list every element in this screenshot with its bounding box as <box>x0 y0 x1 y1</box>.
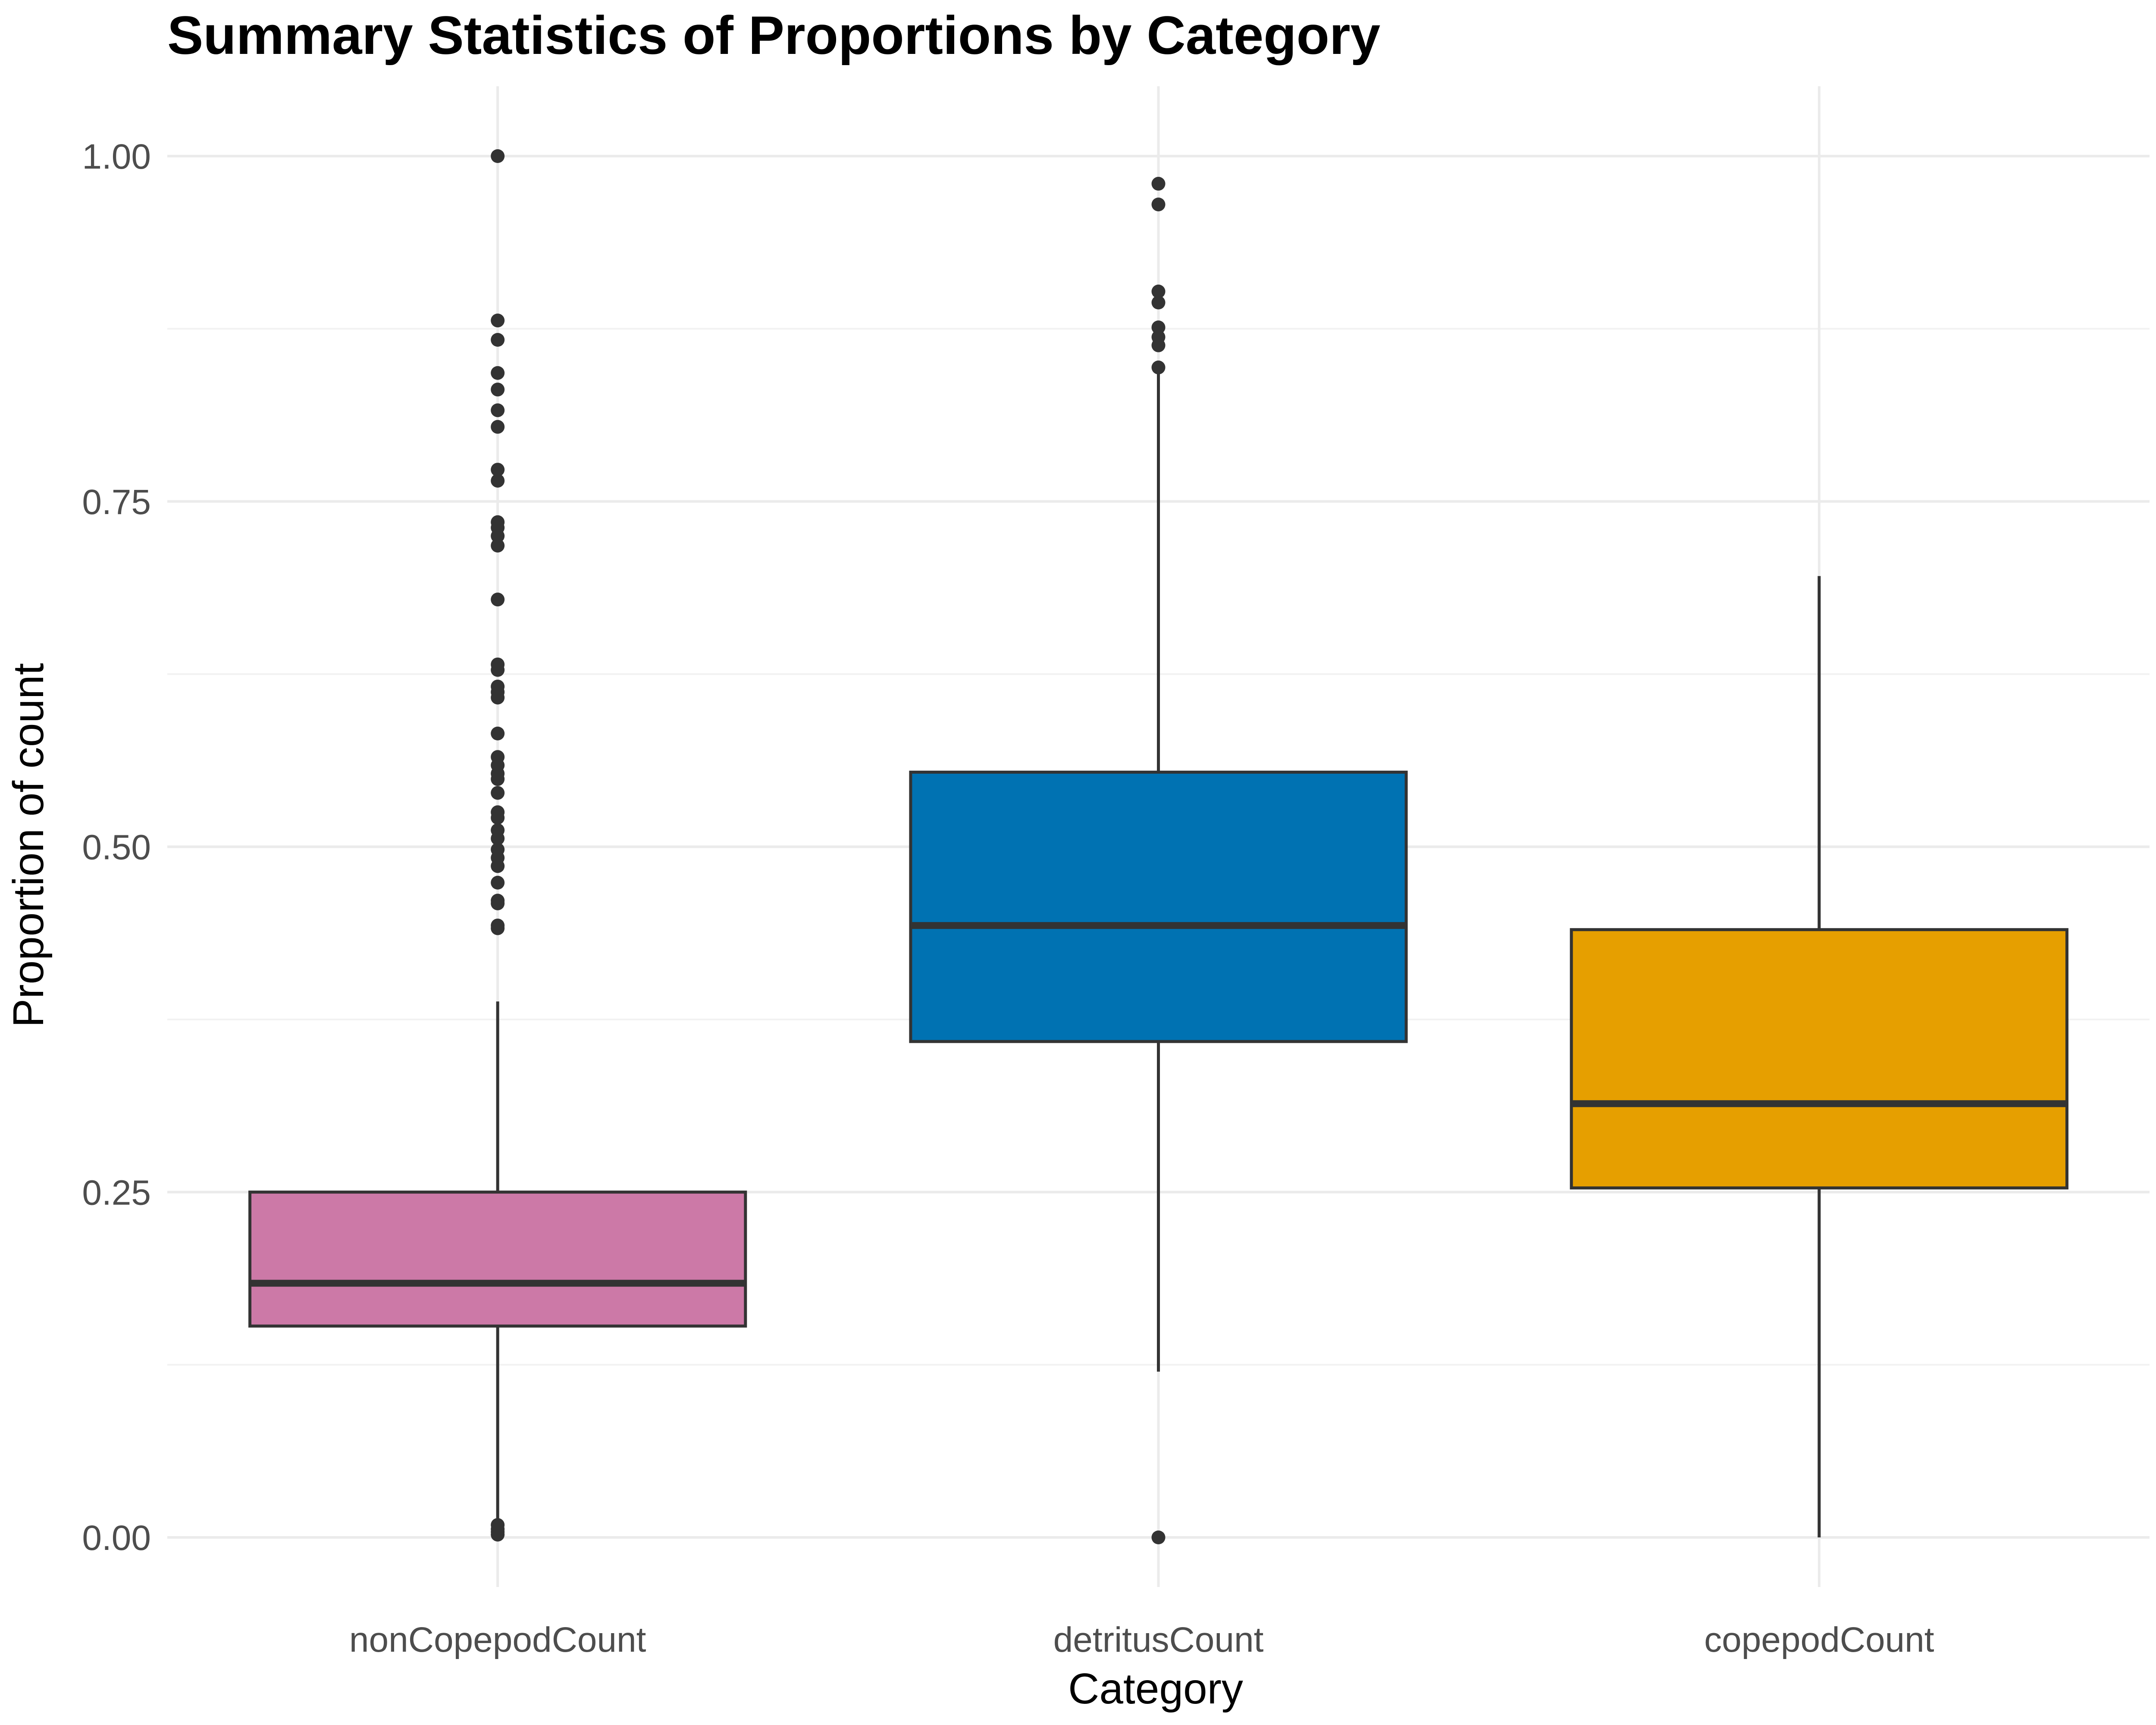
outlier-point <box>1151 1531 1166 1544</box>
outlier-point <box>1151 338 1166 352</box>
chart-title: Summary Statistics of Proportions by Cat… <box>167 6 1380 66</box>
outlier-point <box>491 859 505 873</box>
outlier-point <box>1151 361 1166 375</box>
outlier-point <box>491 1527 505 1542</box>
x-axis-title: Category <box>1068 1665 1243 1713</box>
outlier-point <box>491 875 505 890</box>
outlier-point <box>491 786 505 800</box>
outlier-point <box>491 474 505 488</box>
y-axis-ticks: 0.00 0.25 0.50 0.75 1.00 <box>82 137 151 1558</box>
outlier-point <box>491 314 505 328</box>
outlier-point <box>491 529 505 543</box>
y-tick-label: 0.75 <box>82 483 151 522</box>
outlier-point <box>1151 198 1166 212</box>
iqr-box <box>1570 928 2068 1190</box>
outlier-point <box>1151 295 1166 310</box>
y-tick-label: 0.25 <box>82 1173 151 1212</box>
outlier-point <box>491 690 505 705</box>
box-copepodCount <box>1570 576 2068 1537</box>
outlier-point <box>491 403 505 417</box>
x-axis-ticks: nonCopepodCount detritusCount copepodCount <box>349 1620 1934 1659</box>
outlier-point <box>1151 284 1166 298</box>
x-tick-label: nonCopepodCount <box>349 1620 646 1659</box>
x-tick-label: detritusCount <box>1053 1620 1264 1659</box>
outlier-point <box>491 831 505 846</box>
outlier-point <box>491 366 505 380</box>
y-axis-title: Proportion of count <box>4 663 53 1027</box>
y-tick-label: 0.50 <box>82 828 151 867</box>
outlier-point <box>1151 177 1166 191</box>
outlier-point <box>491 383 505 397</box>
iqr-box <box>248 1190 747 1328</box>
outlier-point <box>491 463 505 477</box>
outlier-point <box>491 593 505 607</box>
iqr-box <box>909 771 1408 1043</box>
outlier-point <box>491 149 505 163</box>
outlier-point <box>491 420 505 434</box>
outlier-point <box>491 332 505 347</box>
outlier-point <box>491 539 505 553</box>
outlier-point <box>491 896 505 910</box>
outlier-point <box>491 811 505 825</box>
outlier-point <box>491 663 505 677</box>
outlier-point <box>491 726 505 740</box>
outlier-point <box>491 921 505 935</box>
box-series <box>248 149 2068 1544</box>
x-tick-label: copepodCount <box>1704 1620 1934 1659</box>
box-nonCopepodCount <box>248 149 747 1542</box>
outlier-point <box>491 772 505 786</box>
box-detritusCount <box>909 177 1408 1544</box>
y-tick-label: 0.00 <box>82 1518 151 1558</box>
outlier-point <box>1151 320 1166 335</box>
y-tick-label: 1.00 <box>82 137 151 176</box>
